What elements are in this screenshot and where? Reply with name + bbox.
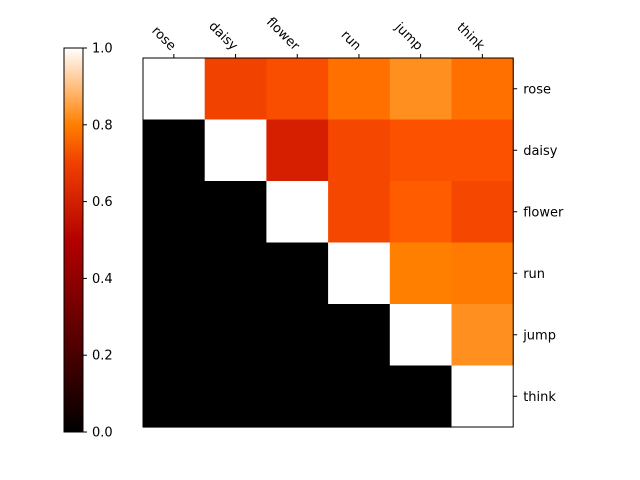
heatmap-cell — [389, 119, 453, 182]
y-tick-label: rose — [523, 82, 551, 97]
y-tick-label: run — [523, 267, 545, 282]
heatmap-cell — [328, 119, 391, 182]
heatmap-cell — [328, 365, 391, 428]
x-tick-label: daisy — [205, 19, 240, 54]
heatmap-cell — [451, 119, 514, 182]
y-tick-label: daisy — [523, 144, 558, 159]
heatmap-cell — [143, 242, 206, 305]
heatmap-cell — [204, 119, 267, 182]
x-tick-label: flower — [263, 15, 302, 54]
heatmap-cell — [451, 304, 514, 367]
heatmap-cell — [328, 181, 391, 244]
heatmap-cell — [204, 304, 267, 367]
colorbar-tick-label: 0.4 — [92, 272, 113, 287]
colorbar-tick-label: 0.8 — [92, 118, 113, 133]
heatmap-cell — [328, 304, 391, 367]
x-tick-label: rose — [148, 24, 178, 54]
heatmap-cell — [143, 365, 206, 428]
heatmap-cell — [389, 365, 453, 428]
heatmap-cell — [204, 365, 267, 428]
heatmap-cell — [143, 304, 206, 367]
y-tick-label: think — [523, 390, 556, 405]
colorbar-frame — [63, 47, 84, 433]
colorbar-tick-label: 1.0 — [92, 42, 113, 57]
heatmap-cell — [389, 242, 453, 305]
colorbar-tick-label: 0.0 — [92, 426, 113, 441]
heatmap-cell — [451, 58, 514, 121]
heatmap-cell — [266, 304, 329, 367]
y-tick-label: flower — [523, 205, 564, 220]
x-tick-label: run — [338, 28, 364, 54]
colorbar: 0.0 0.2 0.4 0.6 0.8 1.0 — [63, 42, 113, 441]
heatmap-cell — [451, 181, 514, 244]
x-tick-label: think — [453, 20, 487, 54]
heatmap-plot: rose daisy flower run jump think rose daisy flow… — [142, 15, 564, 428]
heatmap-cell — [266, 365, 329, 428]
heatmap-cell — [143, 181, 206, 244]
colorbar-tick-label: 0.6 — [92, 195, 113, 210]
colorbar-tick-label: 0.2 — [92, 349, 113, 364]
heatmap-cell — [266, 242, 329, 305]
heatmap-cell — [328, 242, 391, 305]
heatmap-cell — [204, 242, 267, 305]
heatmap-cell — [143, 58, 206, 121]
heatmap-cell — [266, 119, 329, 182]
colorbar-gradient — [64, 48, 83, 432]
heatmap-cell — [389, 58, 453, 121]
x-tick-label: jump — [391, 19, 425, 53]
heatmap-cell — [204, 58, 267, 121]
heatmap-cell — [451, 365, 514, 428]
heatmap-cell — [204, 181, 267, 244]
heatmap-cell — [389, 181, 453, 244]
plot-frame — [142, 57, 514, 428]
heatmap-cell — [389, 304, 453, 367]
heatmap-cell — [328, 58, 391, 121]
heatmap-cell — [266, 181, 329, 244]
heatmap-cell — [266, 58, 329, 121]
y-tick-label: jump — [522, 328, 556, 343]
heatmap-cell — [451, 242, 514, 305]
heatmap-cell — [143, 119, 206, 182]
